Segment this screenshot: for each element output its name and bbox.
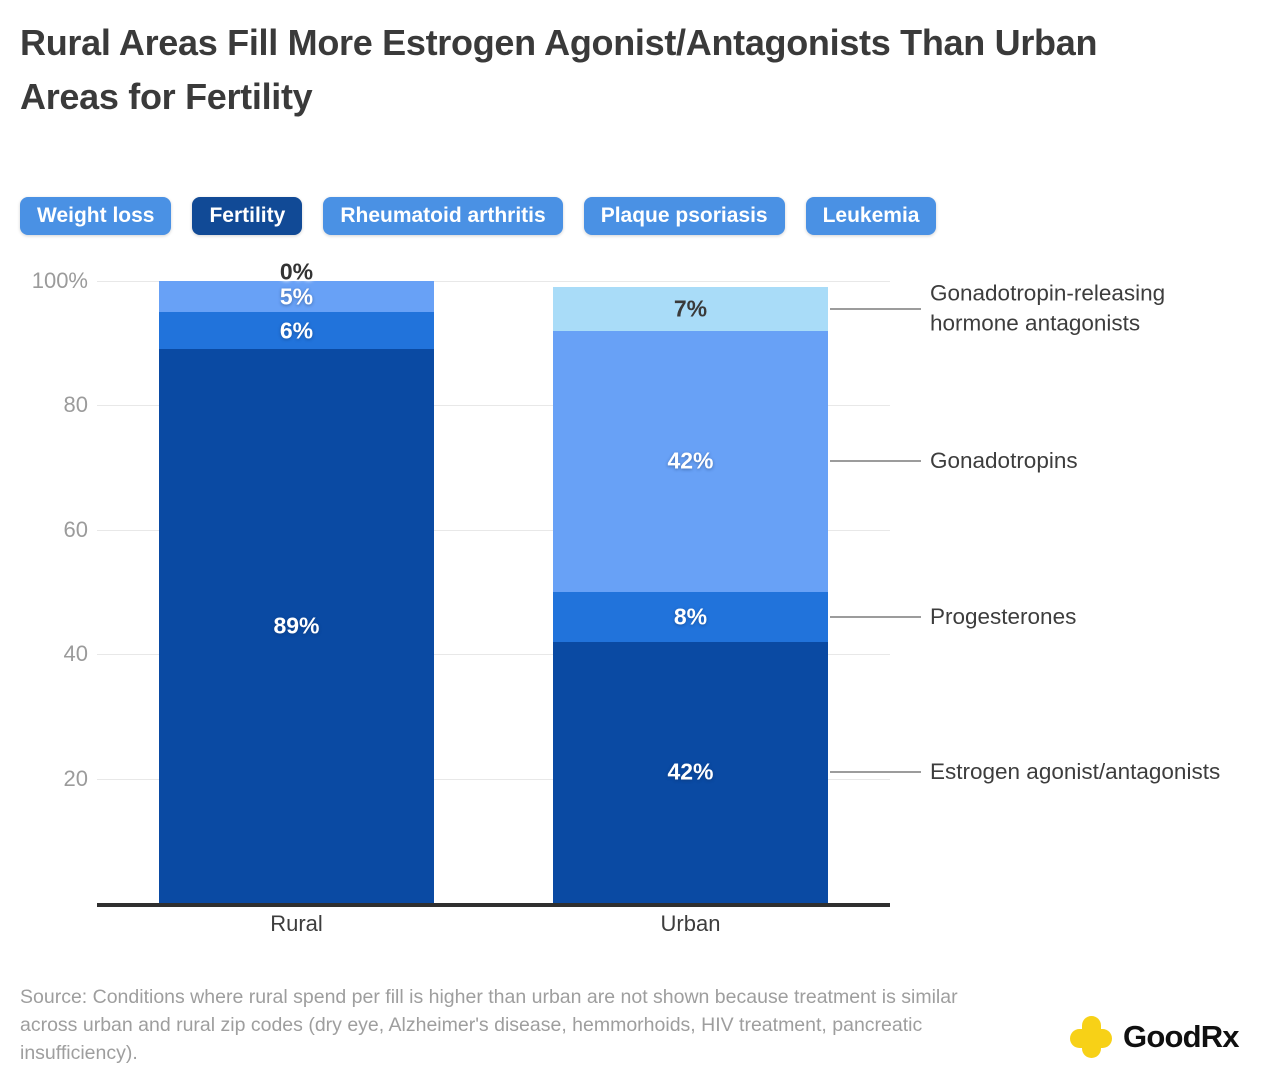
gridline xyxy=(97,529,890,531)
legend-connector-line xyxy=(830,771,921,774)
bar-segment-progesterones xyxy=(553,592,828,642)
series-label-progesterones: Progesterones xyxy=(930,603,1077,629)
y-axis-tick-label: 20 xyxy=(63,765,88,791)
category-label-rural: Rural xyxy=(270,911,323,936)
bar-segment-estrogen-agonist-antagonists xyxy=(159,349,434,903)
segment-value-label: 7% xyxy=(673,295,708,322)
series-label-gonadotropin-releasing-hormone-antagonists: Gonadotropin-releasing hormone antagonis… xyxy=(930,280,1166,336)
legend-connector-line xyxy=(830,460,921,463)
tab-fertility[interactable]: Fertility xyxy=(192,197,303,235)
segment-value-label: 5% xyxy=(279,283,314,310)
segment-value-label: 42% xyxy=(667,447,714,474)
legend-connector-line xyxy=(830,307,921,310)
goodrx-plus-icon xyxy=(1070,1016,1112,1058)
bar-segment-estrogen-agonist-antagonists xyxy=(553,641,828,903)
bar-segment-gonadotropins xyxy=(553,330,828,592)
segment-value-label: 89% xyxy=(273,612,320,639)
goodrx-wordmark: GoodRx xyxy=(1123,1019,1240,1054)
gridline xyxy=(97,654,890,656)
y-axis-tick-label: 100% xyxy=(31,268,88,293)
y-axis-tick-label: 60 xyxy=(63,516,88,542)
x-axis-line xyxy=(97,903,890,907)
tab-rheumatoid-arthritis[interactable]: Rheumatoid arthritis xyxy=(323,197,563,235)
segment-value-label: 42% xyxy=(667,758,714,785)
goodrx-logo: GoodRx xyxy=(1068,1014,1240,1060)
bar-segment-gonadotropin-releasing-hormone-antagonists xyxy=(553,287,828,331)
category-label-urban: Urban xyxy=(660,911,721,936)
series-label-estrogen-agonist-antagonists: Estrogen agonist/antagonists xyxy=(930,759,1221,785)
series-label-gonadotropins: Gonadotropins xyxy=(930,448,1078,474)
gridline xyxy=(97,405,890,407)
condition-tabs: Weight loss Fertility Rheumatoid arthritis… xyxy=(20,197,937,235)
segment-value-label: 8% xyxy=(673,603,708,630)
bar-segment-gonadotropins xyxy=(159,281,434,313)
y-axis-tick-label: 80 xyxy=(63,392,88,418)
source-note: Source: Conditions where rural spend per… xyxy=(20,986,958,1064)
bar-segment-progesterones xyxy=(159,312,434,350)
tab-weight-loss[interactable]: Weight loss xyxy=(20,197,172,235)
tab-plaque-psoriasis[interactable]: Plaque psoriasis xyxy=(583,197,785,235)
chart-title: Rural Areas Fill More Estrogen Agonist/A… xyxy=(20,22,1098,117)
segment-value-label: 6% xyxy=(279,317,314,344)
gridline xyxy=(97,281,890,282)
y-axis-tick-label: 40 xyxy=(63,641,88,667)
gridline xyxy=(97,778,890,780)
segment-value-label: 0% xyxy=(279,258,314,285)
legend-connector-line xyxy=(830,615,921,618)
tab-leukemia[interactable]: Leukemia xyxy=(805,197,937,235)
